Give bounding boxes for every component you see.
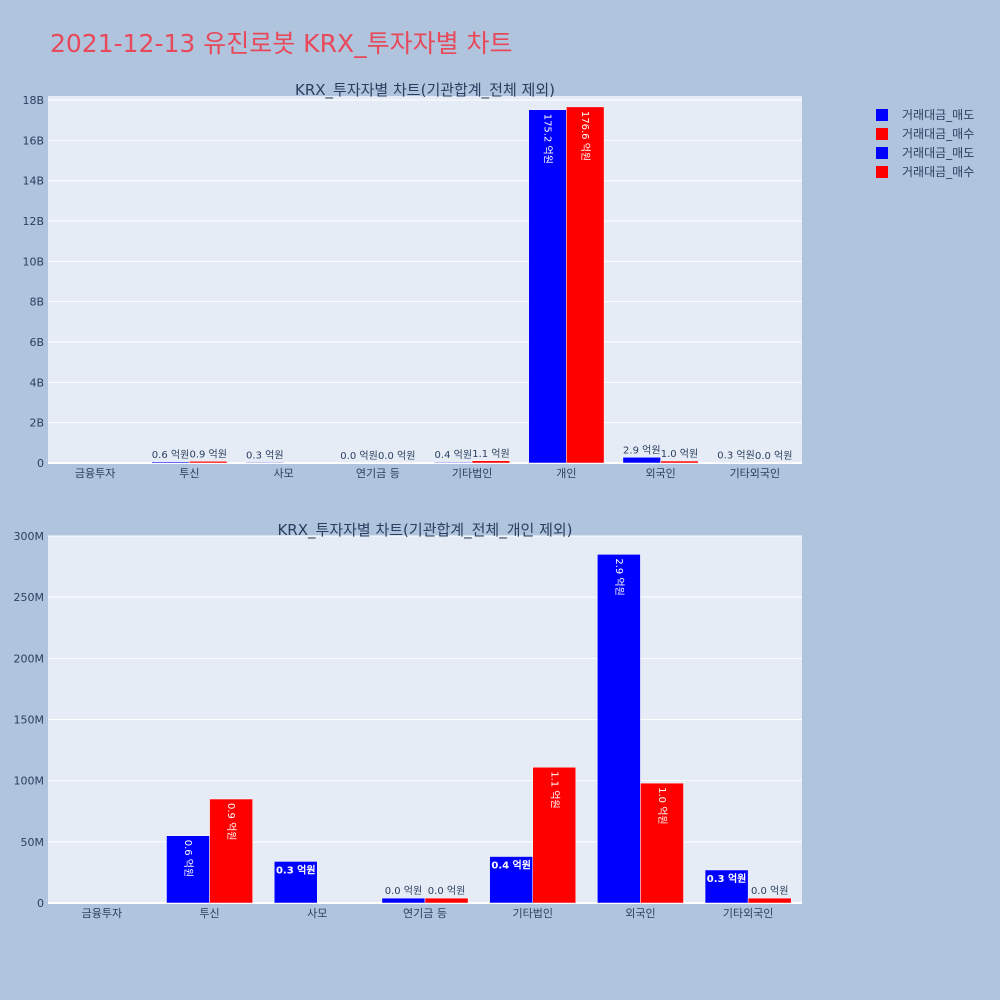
bar-buy xyxy=(424,897,469,904)
bar-sell xyxy=(622,457,661,464)
bar-buy xyxy=(189,461,228,464)
x-tick-label: 기타외국인 xyxy=(723,907,774,920)
y-tick-label: 16B xyxy=(22,134,44,147)
x-tick-label: 개인 xyxy=(556,467,576,480)
bar-buy xyxy=(747,897,792,904)
bar-buy xyxy=(209,798,253,904)
bar-sell xyxy=(704,869,749,904)
data-label: 0.0 억원 xyxy=(428,885,465,897)
y-tick-label: 200M xyxy=(14,652,45,665)
chart-title: KRX_투자자별 차트(기관합계_전체_개인 제외) xyxy=(277,521,572,540)
x-tick-label: 금융투자 xyxy=(82,907,122,920)
data-label: 0.3 억원 xyxy=(717,449,754,461)
y-tick-label: 0 xyxy=(37,897,44,910)
legend-label[interactable]: 거래대금_매수 xyxy=(902,165,974,179)
bar-sell xyxy=(597,554,641,904)
data-label: 2.9 억원 xyxy=(613,558,625,595)
x-tick-label: 외국인 xyxy=(645,467,675,480)
data-label: 1.1 억원 xyxy=(548,771,560,808)
data-label: 0.3 억원 xyxy=(246,449,283,461)
bar-sell xyxy=(273,861,318,904)
chart-top: 0 2B 4B 6B 8B 10B 12B 14B 16B 18B 금융투자 투신 사모 연기금 등 기타법… xyxy=(22,81,802,480)
chart-bottom: 0 50M 100M 150M 200M 250M 300M 금융투자 투신 사모 연기금 등 기타법… xyxy=(14,521,802,920)
plot-area xyxy=(48,96,802,463)
x-tick-label: 금융투자 xyxy=(75,467,115,480)
legend-label[interactable]: 거래대금_매수 xyxy=(902,127,974,141)
bar-buy xyxy=(566,106,605,464)
bar-sell xyxy=(151,461,190,464)
bar-buy xyxy=(640,782,684,904)
y-tick-label: 150M xyxy=(14,714,45,727)
bar-sell xyxy=(166,835,210,904)
bar-sell xyxy=(381,897,426,904)
data-label: 1.0 억원 xyxy=(661,448,698,460)
y-tick-label: 6B xyxy=(29,336,44,349)
data-label: 2.9 억원 xyxy=(623,444,660,456)
bar-sell xyxy=(489,856,533,904)
x-tick-label: 연기금 등 xyxy=(403,907,447,920)
data-label: 0.6 억원 xyxy=(152,449,189,461)
x-tick-label: 연기금 등 xyxy=(356,467,400,480)
legend-swatch[interactable] xyxy=(876,147,888,159)
legend-swatch[interactable] xyxy=(876,109,888,121)
data-label: 1.1 억원 xyxy=(472,448,509,460)
bar-sell xyxy=(245,462,284,464)
data-label: 0.9 억원 xyxy=(225,803,237,840)
x-tick-label: 사모 xyxy=(307,907,327,920)
data-label: 1.0 억원 xyxy=(656,787,668,824)
data-label: 0.9 억원 xyxy=(189,448,226,460)
data-label: 0.4 억원 xyxy=(491,859,531,872)
legend-label[interactable]: 거래대금_매도 xyxy=(902,108,974,122)
y-tick-label: 100M xyxy=(14,775,45,788)
legend-label[interactable]: 거래대금_매도 xyxy=(902,146,974,160)
y-tick-label: 0 xyxy=(37,457,44,470)
data-label: 0.6 억원 xyxy=(182,840,194,877)
x-tick-label: 기타법인 xyxy=(512,907,552,920)
y-tick-label: 4B xyxy=(29,376,44,389)
bar-buy xyxy=(532,766,577,904)
data-label: 0.3 억원 xyxy=(707,872,747,885)
y-tick-label: 300M xyxy=(14,530,45,543)
x-tick-label: 투신 xyxy=(199,907,219,920)
data-label: 176.6 억원 xyxy=(579,111,591,161)
chart-title: KRX_투자자별 차트(기관합계_전체 제외) xyxy=(295,81,555,100)
data-label: 175.2 억원 xyxy=(542,114,554,164)
y-tick-label: 12B xyxy=(22,215,44,228)
bar-buy xyxy=(471,460,511,464)
x-tick-label: 기타법인 xyxy=(452,467,492,480)
data-label: 0.0 억원 xyxy=(755,450,792,462)
legend-swatch[interactable] xyxy=(876,128,888,140)
data-label: 0.4 억원 xyxy=(435,449,472,461)
x-tick-label: 사모 xyxy=(274,467,294,480)
y-tick-label: 50M xyxy=(21,836,45,849)
bar-sell xyxy=(434,461,473,464)
y-tick-label: 8B xyxy=(29,296,44,309)
legend-swatch[interactable] xyxy=(876,166,888,178)
x-tick-label: 투신 xyxy=(179,467,199,480)
y-tick-label: 10B xyxy=(22,255,44,268)
y-tick-label: 250M xyxy=(14,591,45,604)
page-title: 2021-12-13 유진로봇 KRX_투자자별 차트 xyxy=(50,29,513,58)
bar-buy xyxy=(660,460,699,464)
bar-sell xyxy=(528,109,567,464)
data-label: 0.0 억원 xyxy=(340,450,377,462)
data-label: 0.0 억원 xyxy=(751,885,788,897)
data-label: 0.0 억원 xyxy=(385,885,422,897)
y-tick-label: 14B xyxy=(22,175,44,188)
y-tick-label: 2B xyxy=(29,417,44,430)
bar-sell xyxy=(716,462,756,464)
x-tick-label: 기타외국인 xyxy=(730,467,781,480)
x-tick-label: 외국인 xyxy=(625,907,655,920)
data-label: 0.0 억원 xyxy=(378,450,415,462)
y-tick-label: 18B xyxy=(22,94,44,107)
data-label: 0.3 억원 xyxy=(276,863,316,876)
